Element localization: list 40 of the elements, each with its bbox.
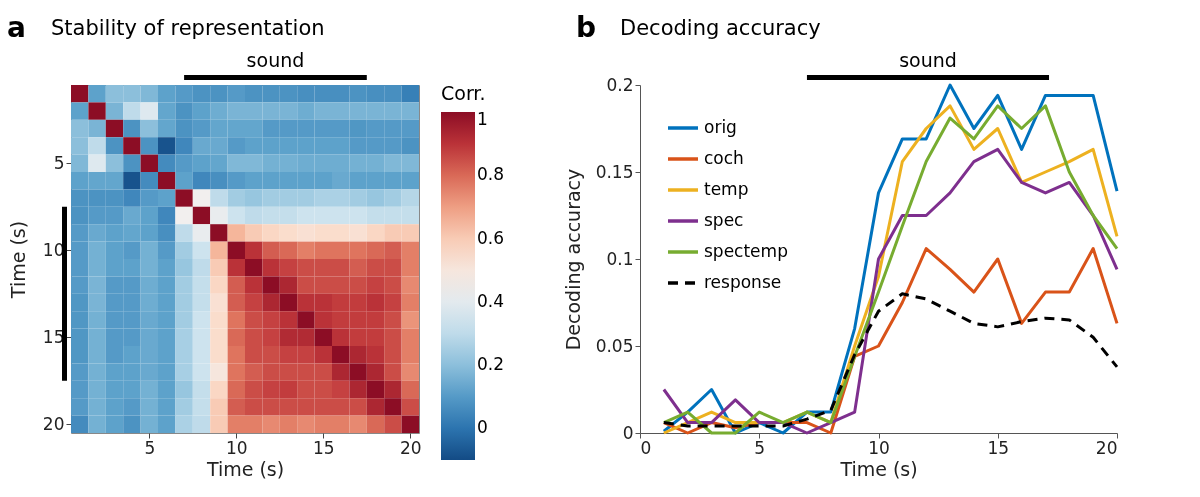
x-axis-title: Time (s): [205, 457, 285, 480]
x-tick-label: 5: [754, 437, 766, 458]
x-tick-label: 20: [1095, 437, 1118, 458]
legend-label: spec: [704, 210, 744, 230]
legend-label: response: [704, 272, 782, 292]
y-axis-title: Decoding accuracy: [561, 168, 584, 351]
legend-label: temp: [704, 179, 749, 199]
y-tick-label: 5: [53, 152, 65, 173]
text: a: [7, 11, 26, 44]
chart-title: Stability of representation: [51, 16, 325, 40]
x-tick-label: 10: [225, 437, 248, 458]
color-bar-label: 0.2: [477, 354, 505, 375]
x-tick-label: 15: [987, 437, 1010, 458]
text: b: [576, 11, 597, 44]
line-series: [662, 292, 1119, 428]
y-tick-label: 0.2: [606, 74, 634, 95]
x-tick-label: 0: [640, 437, 652, 458]
text: sound: [899, 49, 957, 71]
x-tick-label: 5: [144, 437, 156, 458]
x-tick-label: 20: [399, 437, 422, 458]
color-bar-label: 0: [477, 417, 488, 438]
y-axis-title: Time (s): [6, 220, 29, 300]
y-tick-label: 0.15: [595, 161, 634, 182]
legend-label: orig: [704, 117, 737, 137]
color-bar-label: 0.8: [477, 164, 505, 185]
color-bar-label: 1: [477, 109, 488, 129]
chart-title: Decoding accuracy: [620, 16, 821, 40]
x-axis-title: Time (s): [839, 457, 918, 480]
color-bar-title: Corr.: [441, 82, 486, 104]
color-bar-label: 0.4: [477, 290, 505, 311]
color-bar-label: 0.6: [477, 227, 505, 248]
y-tick-label: 20: [42, 413, 65, 434]
y-tick-label: 0.1: [606, 248, 634, 269]
x-tick-label: 15: [312, 437, 335, 458]
text: sound: [246, 49, 305, 71]
legend-label: coch: [704, 148, 744, 168]
x-tick-label: 10: [868, 437, 890, 458]
y-tick-label: 0.05: [595, 335, 634, 356]
y-tick-label: 0: [622, 422, 634, 443]
legend-label: spectemp: [704, 241, 788, 261]
